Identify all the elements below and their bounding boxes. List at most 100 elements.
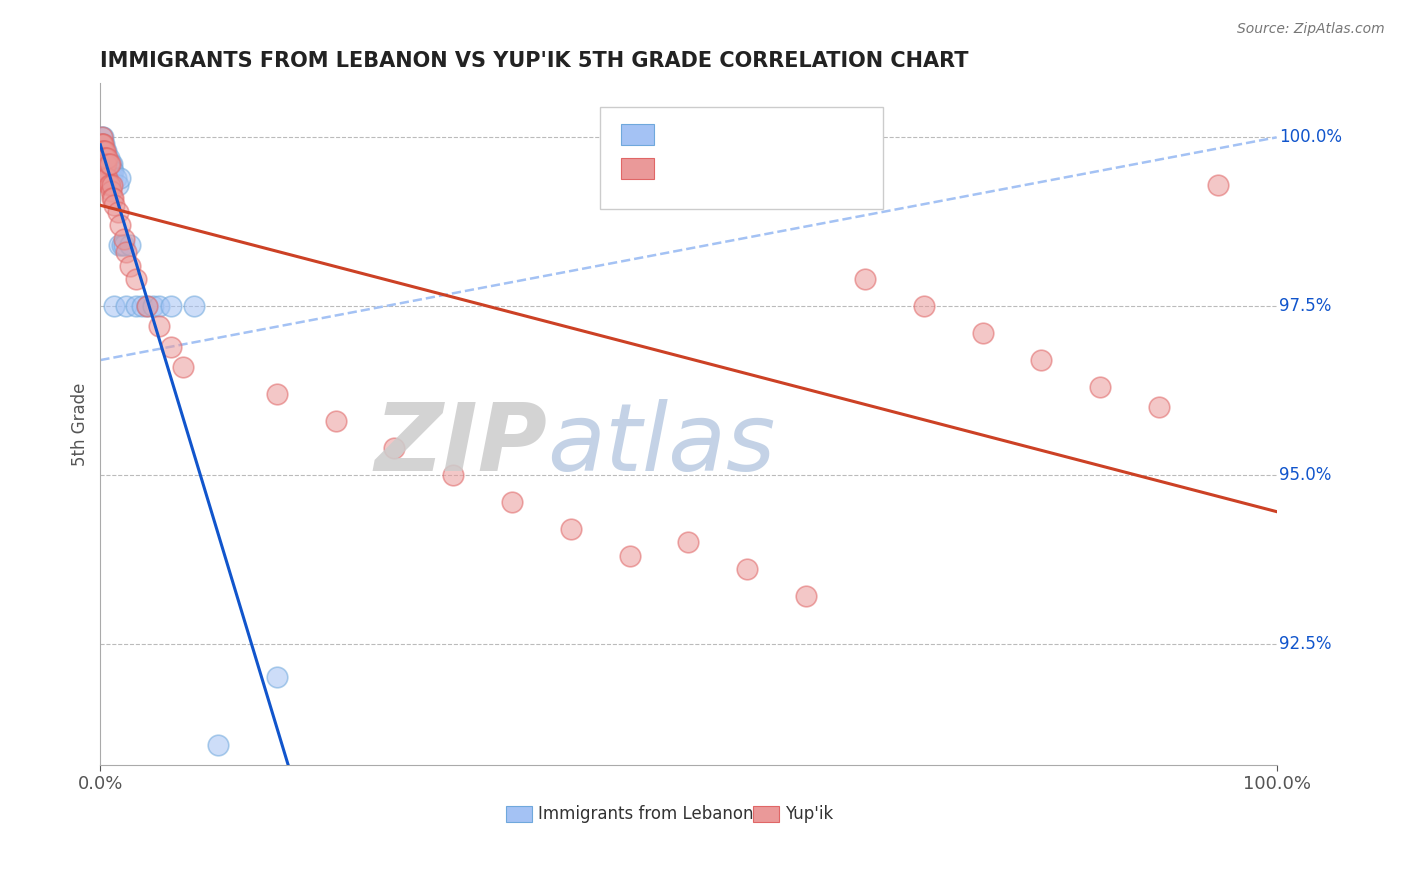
Point	[90, 137, 112, 152]
Point	[90, 144, 112, 158]
Point	[90, 137, 112, 152]
Point	[148, 299, 170, 313]
Point	[98, 157, 121, 171]
Point	[94, 157, 117, 171]
Point	[853, 272, 876, 286]
FancyBboxPatch shape	[754, 806, 779, 822]
Point	[90, 157, 112, 171]
Point	[441, 467, 464, 482]
Point	[96, 151, 118, 165]
Point	[94, 144, 117, 158]
Point	[100, 164, 122, 178]
Point	[93, 164, 115, 178]
Point	[90, 137, 112, 152]
Text: atlas: atlas	[547, 399, 776, 490]
Point	[124, 272, 146, 286]
Y-axis label: 5th Grade: 5th Grade	[72, 383, 89, 466]
Point	[560, 522, 582, 536]
Point	[90, 130, 112, 145]
Text: IMMIGRANTS FROM LEBANON VS YUP'IK 5TH GRADE CORRELATION CHART: IMMIGRANTS FROM LEBANON VS YUP'IK 5TH GR…	[100, 51, 969, 70]
Point	[325, 414, 347, 428]
Point	[97, 170, 120, 185]
Point	[96, 170, 118, 185]
Text: R =  0.071   N = 52: R = 0.071 N = 52	[662, 126, 869, 144]
Point	[91, 164, 114, 178]
Point	[91, 130, 114, 145]
Point	[96, 151, 118, 165]
Point	[112, 231, 135, 245]
Point	[93, 144, 115, 158]
Point	[94, 170, 117, 185]
Point	[183, 299, 205, 313]
Point	[266, 386, 288, 401]
Point	[96, 157, 118, 171]
Point	[501, 495, 523, 509]
Point	[98, 157, 121, 171]
Point	[107, 204, 129, 219]
Point	[96, 164, 118, 178]
Point	[91, 144, 114, 158]
Point	[101, 191, 124, 205]
Point	[115, 245, 138, 260]
Point	[1147, 401, 1170, 415]
Point	[97, 157, 120, 171]
Point	[160, 340, 183, 354]
Point	[96, 151, 118, 165]
Text: 100.0%: 100.0%	[1279, 128, 1341, 146]
Point	[912, 299, 935, 313]
Point	[103, 198, 125, 212]
Point	[98, 178, 121, 192]
Point	[160, 299, 183, 313]
Point	[100, 157, 122, 171]
Point	[118, 259, 141, 273]
Point	[101, 157, 124, 171]
Point	[94, 151, 117, 165]
Point	[108, 238, 131, 252]
Point	[1031, 353, 1053, 368]
Point	[136, 299, 159, 313]
Point	[96, 170, 118, 185]
Point	[103, 191, 125, 205]
Text: ZIP: ZIP	[374, 399, 547, 491]
Text: Yup'ik: Yup'ik	[785, 805, 834, 823]
Point	[93, 170, 115, 185]
Point	[97, 157, 120, 171]
Point	[94, 144, 117, 158]
Point	[136, 299, 159, 313]
Point	[96, 151, 118, 165]
Point	[93, 151, 115, 165]
Text: 95.0%: 95.0%	[1279, 466, 1331, 483]
Point	[96, 157, 118, 171]
Point	[112, 238, 135, 252]
Point	[101, 164, 124, 178]
Point	[90, 144, 112, 158]
Text: 97.5%: 97.5%	[1279, 297, 1331, 315]
Point	[96, 157, 118, 171]
Point	[96, 144, 118, 158]
Point	[101, 170, 124, 185]
Point	[110, 218, 132, 232]
Point	[115, 299, 138, 313]
Point	[678, 535, 700, 549]
Point	[93, 151, 115, 165]
Point	[91, 137, 114, 152]
Point	[98, 164, 121, 178]
Point	[93, 151, 115, 165]
Point	[172, 359, 194, 374]
Point	[90, 164, 112, 178]
Point	[90, 151, 112, 165]
Point	[384, 441, 406, 455]
Point	[1206, 178, 1229, 192]
Point	[110, 170, 132, 185]
Point	[96, 164, 118, 178]
Point	[93, 157, 115, 171]
Point	[794, 589, 817, 603]
Point	[91, 151, 114, 165]
Text: R = -0.237   N = 67: R = -0.237 N = 67	[662, 160, 869, 178]
Text: 92.5%: 92.5%	[1279, 634, 1331, 653]
Point	[91, 144, 114, 158]
Point	[131, 299, 153, 313]
Point	[97, 151, 120, 165]
Point	[101, 178, 124, 192]
Point	[142, 299, 165, 313]
